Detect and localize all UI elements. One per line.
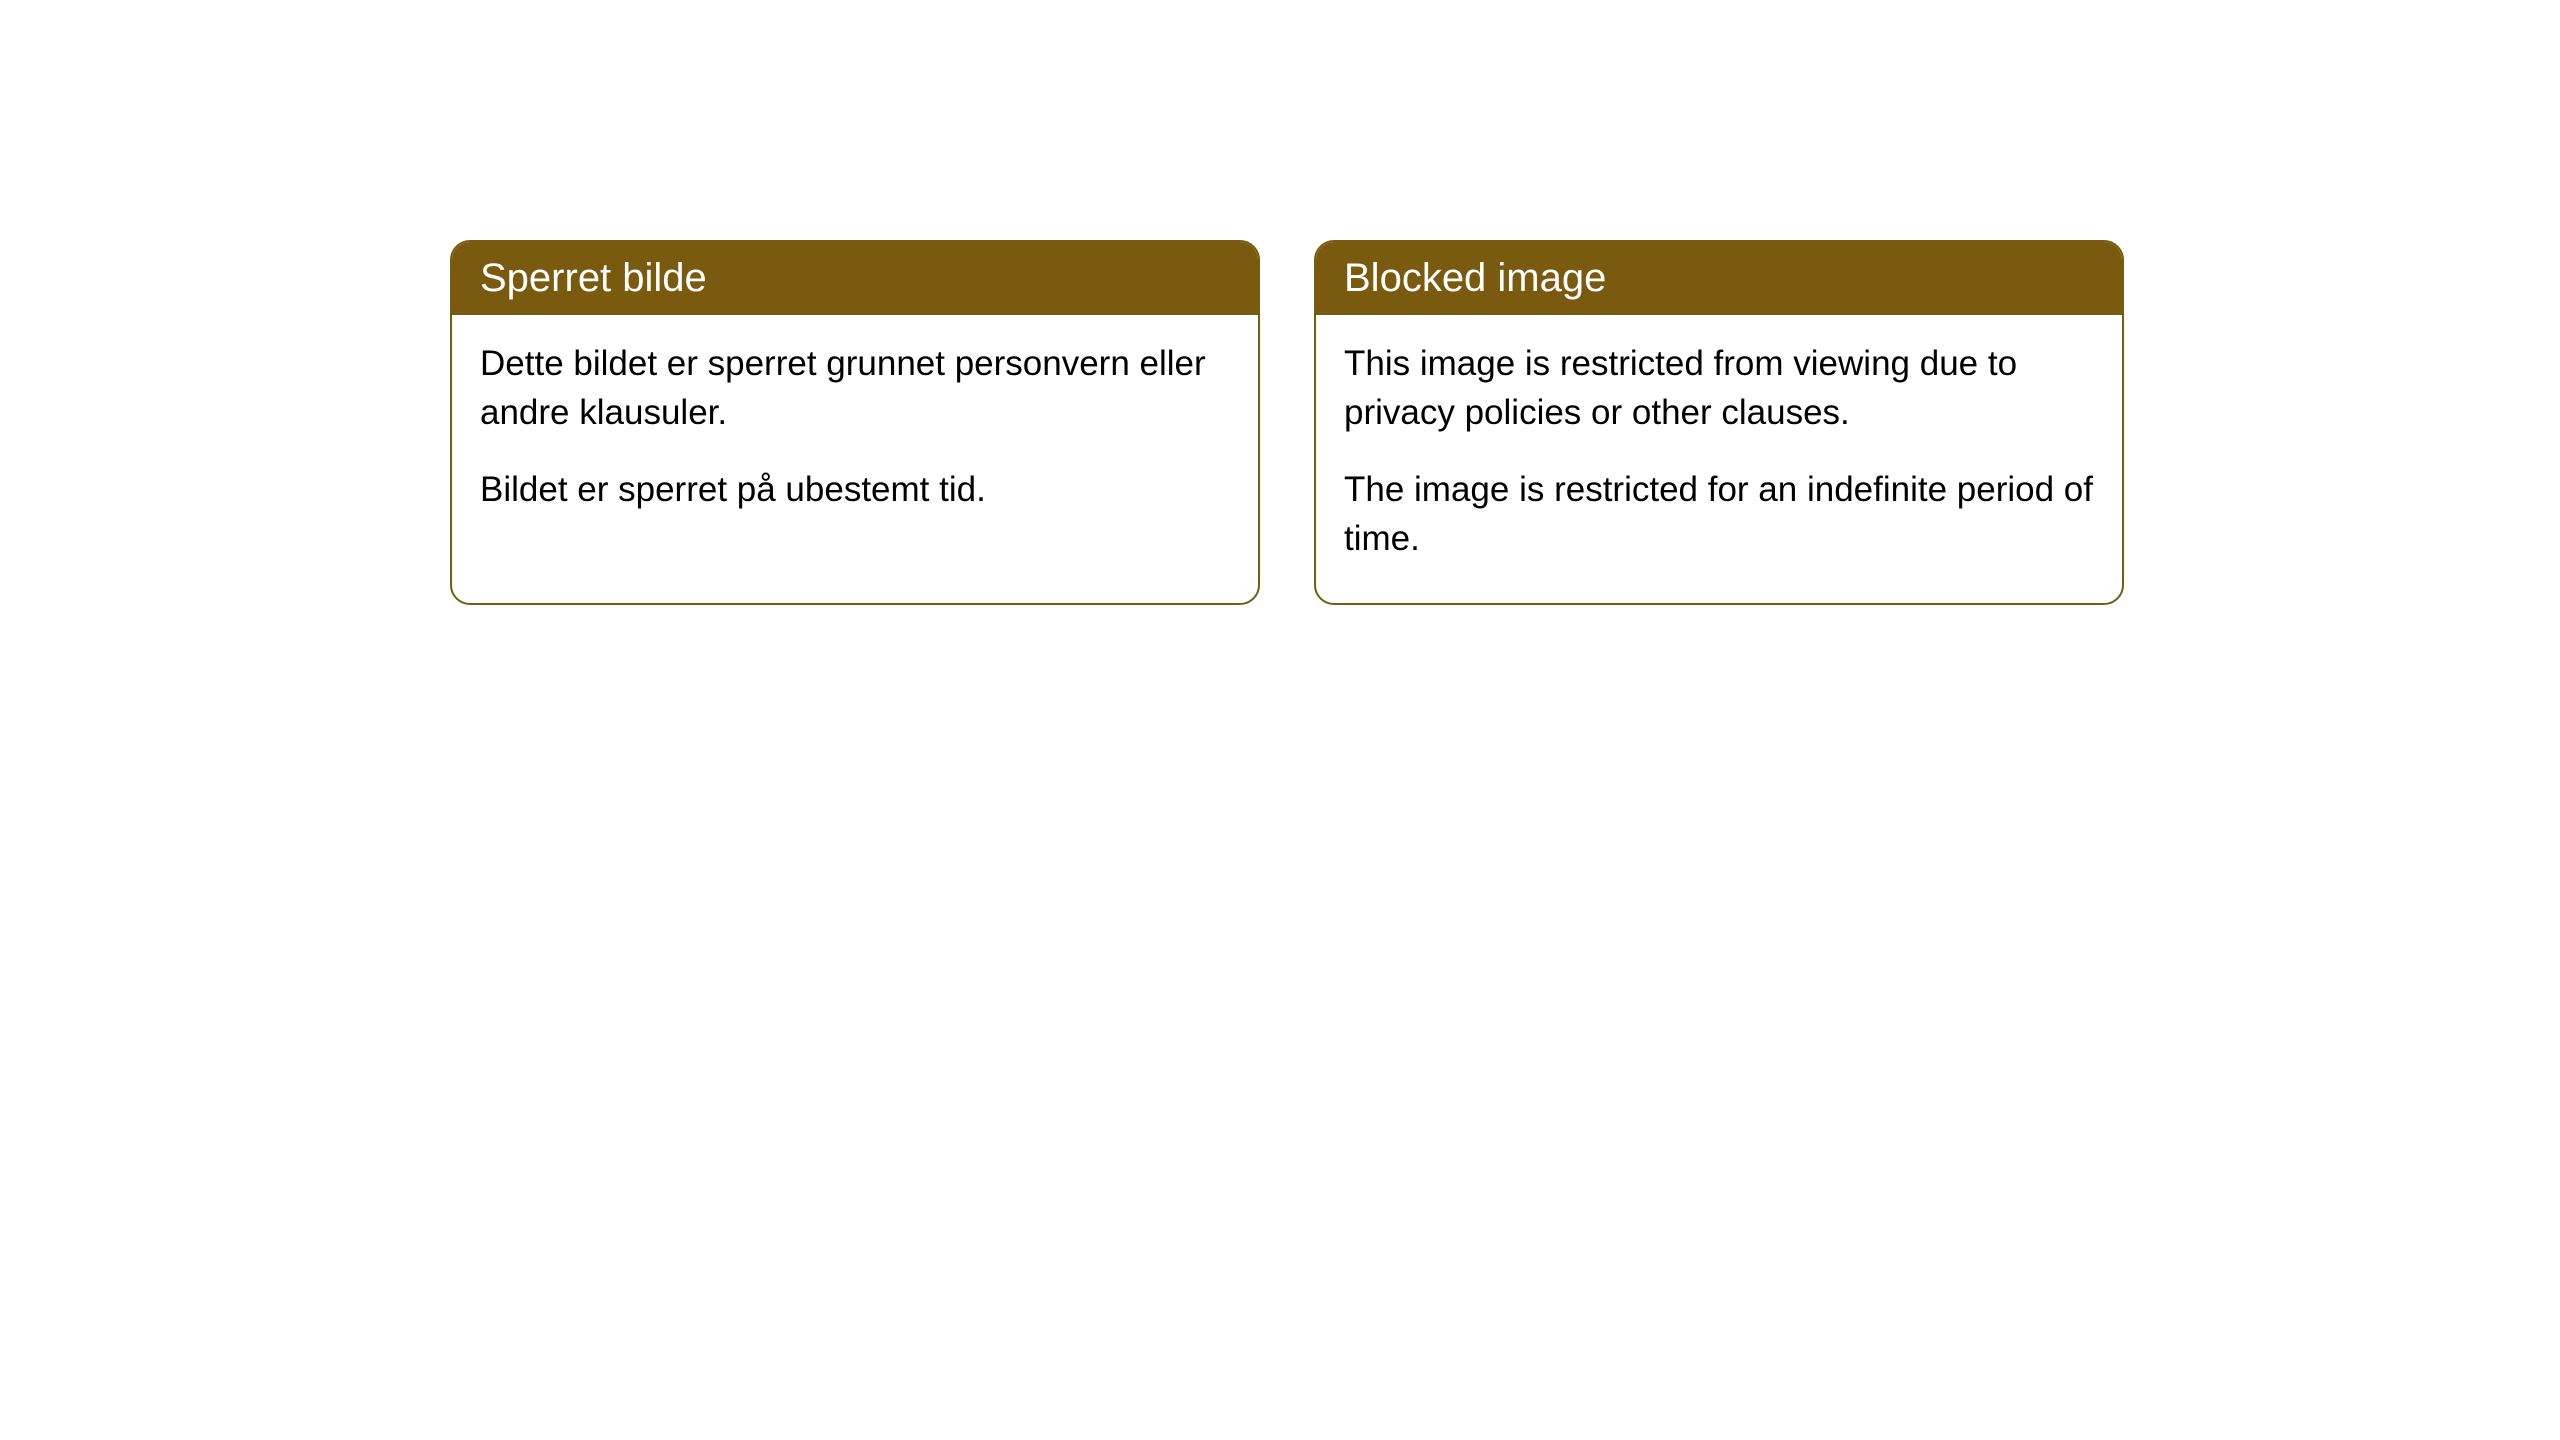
card-header: Blocked image (1316, 242, 2122, 315)
card-header: Sperret bilde (452, 242, 1258, 315)
notice-card-english: Blocked image This image is restricted f… (1314, 240, 2124, 605)
card-title: Blocked image (1344, 256, 1606, 300)
card-paragraph-1: Dette bildet er sperret grunnet personve… (480, 339, 1230, 437)
card-paragraph-1: This image is restricted from viewing du… (1344, 339, 2094, 437)
card-body: This image is restricted from viewing du… (1316, 315, 2122, 603)
notice-card-norwegian: Sperret bilde Dette bildet er sperret gr… (450, 240, 1260, 605)
card-body: Dette bildet er sperret grunnet personve… (452, 315, 1258, 554)
notice-container: Sperret bilde Dette bildet er sperret gr… (450, 240, 2124, 605)
card-paragraph-2: Bildet er sperret på ubestemt tid. (480, 465, 1230, 514)
card-paragraph-2: The image is restricted for an indefinit… (1344, 465, 2094, 563)
card-title: Sperret bilde (480, 256, 707, 300)
